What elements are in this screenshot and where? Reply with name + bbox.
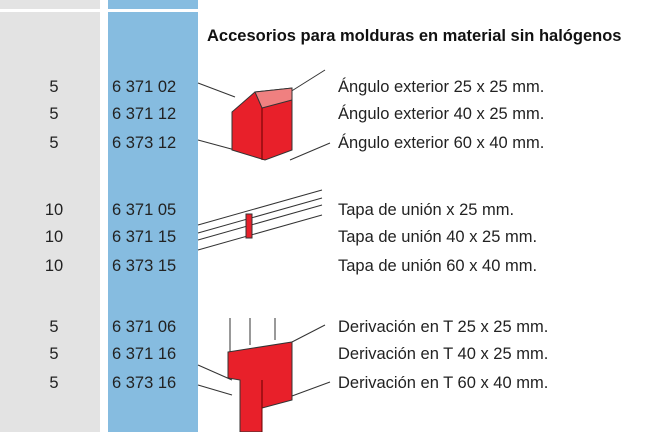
product-code: 6 371 02 (112, 78, 177, 96)
code-column (108, 12, 198, 432)
corner-illustration (197, 69, 331, 161)
product-code: 6 371 15 (112, 228, 177, 246)
quantity: 5 (49, 318, 59, 336)
tee-illustration (197, 318, 331, 432)
product-code: 6 373 16 (112, 374, 177, 392)
description: Derivación en T 25 x 25 mm. (338, 318, 549, 336)
column-header (0, 0, 100, 9)
section-title: Accesorios para molduras en material sin… (207, 27, 622, 45)
product-code: 6 371 16 (112, 345, 177, 363)
product-code: 6 371 06 (112, 318, 177, 336)
description: Tapa de unión x 25 mm. (338, 201, 515, 219)
column-header (108, 0, 198, 9)
quantity: 10 (44, 228, 64, 246)
quantity: 10 (44, 257, 64, 275)
description: Derivación en T 40 x 25 mm. (338, 345, 549, 363)
description: Ángulo exterior 40 x 25 mm. (338, 105, 545, 123)
description: Tapa de unión 60 x 40 mm. (338, 257, 538, 275)
product-code: 6 373 15 (112, 257, 177, 275)
quantity: 5 (49, 374, 59, 392)
description: Tapa de unión 40 x 25 mm. (338, 228, 538, 246)
quantity-column (0, 12, 100, 432)
description: Derivación en T 60 x 40 mm. (338, 374, 549, 392)
quantity: 5 (49, 134, 59, 152)
product-code: 6 371 12 (112, 105, 177, 123)
product-code: 6 373 12 (112, 134, 177, 152)
quantity: 5 (49, 105, 59, 123)
description: Ángulo exterior 60 x 40 mm. (338, 134, 545, 152)
quantity: 5 (49, 78, 59, 96)
quantity: 10 (44, 201, 64, 219)
joint-illustration (197, 189, 323, 251)
description: Ángulo exterior 25 x 25 mm. (338, 78, 545, 96)
quantity: 5 (49, 345, 59, 363)
product-code: 6 371 05 (112, 201, 177, 219)
